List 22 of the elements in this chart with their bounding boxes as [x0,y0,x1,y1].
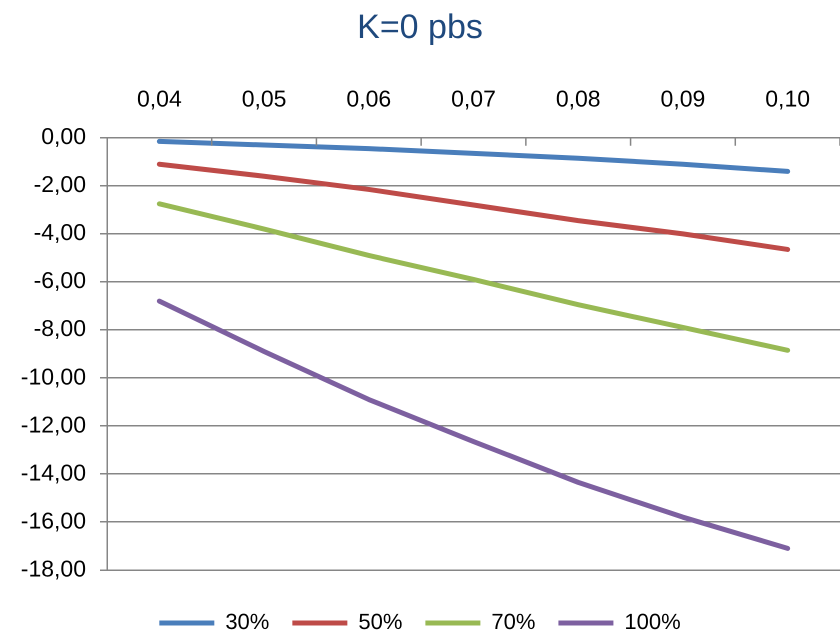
x-tick-label: 0,06 [346,85,392,112]
x-tick-label: 0,04 [136,85,182,112]
x-tick-label: 0,10 [765,85,810,112]
y-tick-label: -4,00 [34,219,86,246]
x-tick-label: 0,09 [660,85,706,112]
x-tick-label: 0,05 [242,85,286,112]
y-tick-label: 0,00 [41,123,86,150]
x-tick-label: 0,08 [556,85,601,112]
legend-label: 30% [225,609,270,634]
y-tick-label: -8,00 [34,315,86,342]
y-tick-label: -2,00 [34,171,86,198]
y-tick-label: -18,00 [20,555,86,582]
legend-label: 50% [358,609,402,634]
y-tick-label: -16,00 [20,507,86,534]
y-tick-label: -10,00 [20,363,86,390]
y-tick-label: -12,00 [20,411,86,438]
legend-label: 70% [491,609,536,634]
y-tick-label: -14,00 [20,459,86,486]
x-tick-label: 0,07 [451,85,496,112]
y-tick-label: -6,00 [34,267,86,294]
legend-label: 100% [624,609,681,634]
chart-title: K=0 pbs [357,8,483,46]
